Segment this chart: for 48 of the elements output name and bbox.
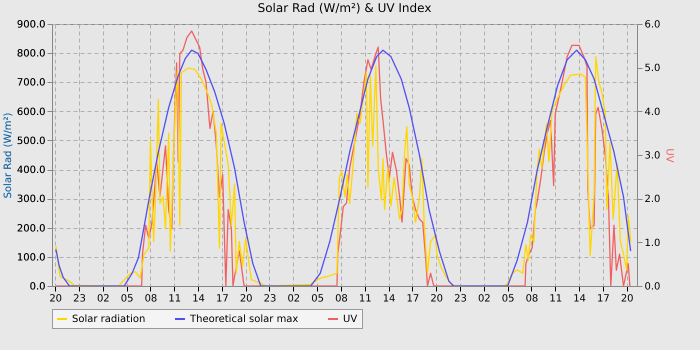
y-tick-label: 0.0 <box>30 282 46 292</box>
y2-tick-label: 5.0 <box>644 63 660 74</box>
y-axis-title: Solar Rad (W/m²) <box>2 112 14 198</box>
legend-label: Theoretical solar max <box>189 314 298 325</box>
x-tick-label: 08 <box>526 294 538 304</box>
y-tick-label: 400.0 <box>16 165 46 176</box>
y-tick-label: 600.0 <box>16 106 46 118</box>
y2-tick-label: 2.0 <box>644 194 660 206</box>
x-tick-label: 05 <box>502 294 514 304</box>
x-tick-label: 02 <box>96 294 110 304</box>
y2-tick-label: 4.0 <box>644 106 660 118</box>
x-tick-label: 23 <box>454 294 467 304</box>
y2-tick-label: 3.0 <box>644 150 660 162</box>
x-tick-label: 20 <box>620 294 634 304</box>
x-tick-label: 11 <box>358 294 372 304</box>
x-tick-label: 11 <box>168 294 182 304</box>
y-tick-label: 500.0 <box>16 136 46 147</box>
x-tick-label: 23 <box>73 294 86 304</box>
y-tick-label: 900.0 <box>16 20 46 30</box>
y2-tick-label: 0.0 <box>644 282 660 292</box>
x-tick-label: 08 <box>335 294 348 304</box>
x-tick-label: 02 <box>478 294 491 304</box>
x-tick-label: 08 <box>144 294 158 304</box>
x-tick-label: 05 <box>311 294 324 304</box>
x-tick-label: 14 <box>573 294 586 304</box>
y-tick-label: 200.0 <box>16 223 46 234</box>
x-tick-label: 17 <box>216 294 229 304</box>
legend-label: UV <box>343 314 358 325</box>
y-tick-label: 300.0 <box>16 194 46 206</box>
y2-tick-label: 6.0 <box>644 20 660 30</box>
x-tick-label: 05 <box>120 294 134 304</box>
x-tick-label: 20 <box>240 294 253 304</box>
chart-title: Solar Rad (W/m²) & UV Index <box>258 1 432 15</box>
x-tick-label: 23 <box>264 294 276 304</box>
y-tick-label: 700.0 <box>16 78 46 89</box>
y-tick-label: 800.0 <box>16 48 46 60</box>
x-tick-label: 11 <box>549 294 562 304</box>
x-tick-label: 14 <box>192 294 205 304</box>
legend-label: Solar radiation <box>72 314 146 325</box>
y2-tick-label: 1.0 <box>644 238 660 249</box>
y-tick-label: 100.0 <box>16 252 46 264</box>
x-tick-label: 20 <box>49 294 62 304</box>
x-tick-label: 02 <box>287 294 300 304</box>
x-tick-label: 14 <box>382 294 396 304</box>
x-tick-label: 17 <box>597 294 610 304</box>
y2-axis-title: UV <box>663 148 674 163</box>
x-tick-label: 20 <box>430 294 444 304</box>
x-tick-label: 17 <box>406 294 420 304</box>
